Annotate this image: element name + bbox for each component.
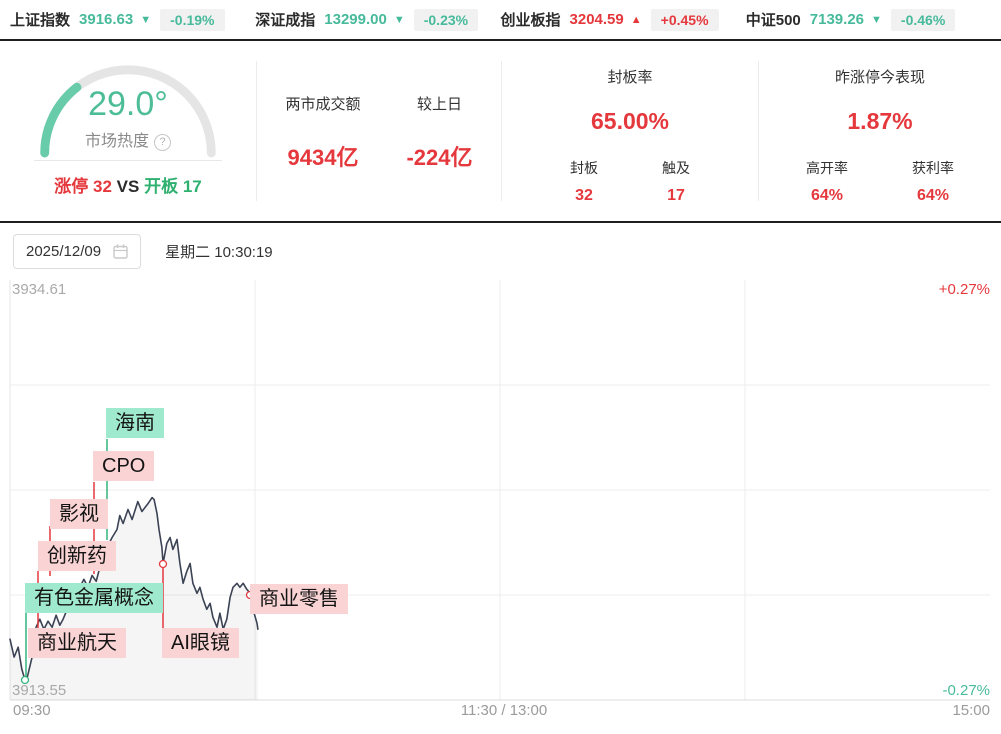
- sector-label-有色金属概念[interactable]: 有色金属概念: [25, 583, 163, 613]
- down-arrow-icon: ▼: [393, 13, 405, 26]
- ticker-name: 上证指数: [10, 12, 71, 29]
- seal-rate-section: 封板率 65.00% 封板 32 触及 17: [502, 41, 758, 221]
- turnover-section: 两市成交额 9434亿 较上日 -224亿: [257, 41, 501, 221]
- market-heat-gauge-section: 29.0° 市场热度? 涨停 32 VS 开板 17: [0, 41, 256, 221]
- ticker-name: 深证成指: [255, 12, 316, 29]
- intraday-chart-canvas: [9, 280, 990, 701]
- weekday-time: 星期二 10:30:19: [165, 244, 273, 261]
- turnover-label: 两市成交额: [285, 96, 361, 113]
- sector-label-商业零售[interactable]: 商业零售: [250, 584, 348, 614]
- y-axis-min-label: 3913.55: [12, 682, 67, 699]
- date-value: 2025/12/09: [26, 243, 102, 260]
- sector-label-AI眼镜[interactable]: AI眼镜: [162, 628, 239, 658]
- yesterday-limit-up-title: 昨涨停今表现: [834, 69, 925, 86]
- ticker-change-badge: -0.23%: [413, 8, 479, 31]
- ticker-change-badge: -0.46%: [890, 8, 956, 31]
- sector-label-CPO[interactable]: CPO: [93, 451, 155, 481]
- touched-count: 触及 17: [662, 160, 690, 204]
- market-heat-label: 市场热度?: [0, 127, 256, 151]
- divider: [256, 61, 257, 201]
- ticker-value: 3204.59: [569, 11, 624, 28]
- sector-label-商业航天[interactable]: 商业航天: [28, 628, 126, 658]
- divider: [758, 61, 759, 201]
- ticker-name: 中证500: [745, 12, 801, 29]
- date-picker[interactable]: 2025/12/09: [13, 234, 142, 269]
- ticker-name: 创业板指: [500, 12, 561, 29]
- seal-rate-title: 封板率: [607, 69, 653, 86]
- sealed-count: 封板 32: [570, 160, 598, 204]
- turnover-value: 9434亿: [287, 145, 359, 170]
- market-heat-gauge: [40, 65, 216, 158]
- ticker-value: 3916.63: [79, 11, 134, 28]
- seal-rate-value: 65.00%: [590, 108, 669, 134]
- index-ticker-bar: 上证指数 3916.63 ▼ -0.19% 深证成指 13299.00 ▼ -0…: [0, 0, 1001, 41]
- ticker-csi500-index: 中证500 7139.26 ▼ -0.46%: [745, 8, 991, 31]
- turnover-total: 两市成交额 9434亿: [285, 93, 360, 221]
- ticker-value: 7139.26: [809, 11, 865, 28]
- help-icon[interactable]: ?: [154, 134, 171, 151]
- market-heat-value: 29.0°: [88, 85, 168, 123]
- divider: [501, 61, 502, 201]
- y-axis-max-percent: +0.27%: [938, 281, 990, 298]
- down-arrow-icon: ▼: [140, 13, 152, 26]
- sector-label-海南[interactable]: 海南: [106, 408, 164, 438]
- y-axis-max-label: 3934.61: [12, 281, 67, 298]
- limit-up-vs-open-board: 涨停 32 VS 开板 17: [54, 177, 202, 196]
- ticker-shanghai-index: 上证指数 3916.63 ▼ -0.19%: [10, 8, 255, 31]
- down-arrow-icon: ▼: [871, 13, 882, 26]
- x-axis-label-open: 09:30: [13, 702, 51, 719]
- turnover-delta-value: -224亿: [406, 145, 473, 170]
- x-axis-label-midday: 11:30 / 13:00: [460, 702, 548, 719]
- calendar-icon: [113, 244, 128, 259]
- profit-rate: 获利率 64%: [912, 160, 954, 204]
- market-stats-panel: 29.0° 市场热度? 涨停 32 VS 开板 17 两市成交额 9434亿 较…: [0, 41, 1001, 223]
- high-open-rate: 高开率 64%: [806, 160, 848, 204]
- x-axis-label-close: 15:00: [952, 702, 990, 719]
- yesterday-limit-up-section: 昨涨停今表现 1.87% 高开率 64% 获利率 64%: [759, 41, 1001, 221]
- yesterday-limit-up-value: 1.87%: [847, 108, 913, 134]
- y-axis-min-percent: -0.27%: [942, 682, 990, 699]
- ticker-chinext-index: 创业板指 3204.59 ▲ +0.45%: [500, 8, 746, 31]
- ticker-change-badge: +0.45%: [650, 8, 719, 31]
- ticker-value: 13299.00: [324, 11, 387, 28]
- ticker-change-badge: -0.19%: [160, 8, 225, 31]
- date-bar: 2025/12/09 星期二 10:30:19: [0, 223, 1001, 280]
- divider: [34, 160, 222, 161]
- turnover-vs-yesterday: 较上日 -224亿: [406, 93, 472, 221]
- ticker-shenzhen-index: 深证成指 13299.00 ▼ -0.23%: [255, 8, 500, 31]
- intraday-chart: 海南 CPO 影视创新药有色金属概念 商业航天 AI眼镜 商业零售 3934.61 +0.…: [0, 280, 1001, 732]
- sector-annotation-layer: 海南 CPO 影视创新药有色金属概念 商业航天 AI眼镜 商业零售: [0, 280, 1001, 732]
- up-arrow-icon: ▲: [630, 13, 642, 26]
- sector-label-创新药[interactable]: 创新药: [38, 541, 116, 571]
- turnover-delta-label: 较上日: [417, 96, 463, 113]
- sector-label-影视[interactable]: 影视: [50, 499, 108, 529]
